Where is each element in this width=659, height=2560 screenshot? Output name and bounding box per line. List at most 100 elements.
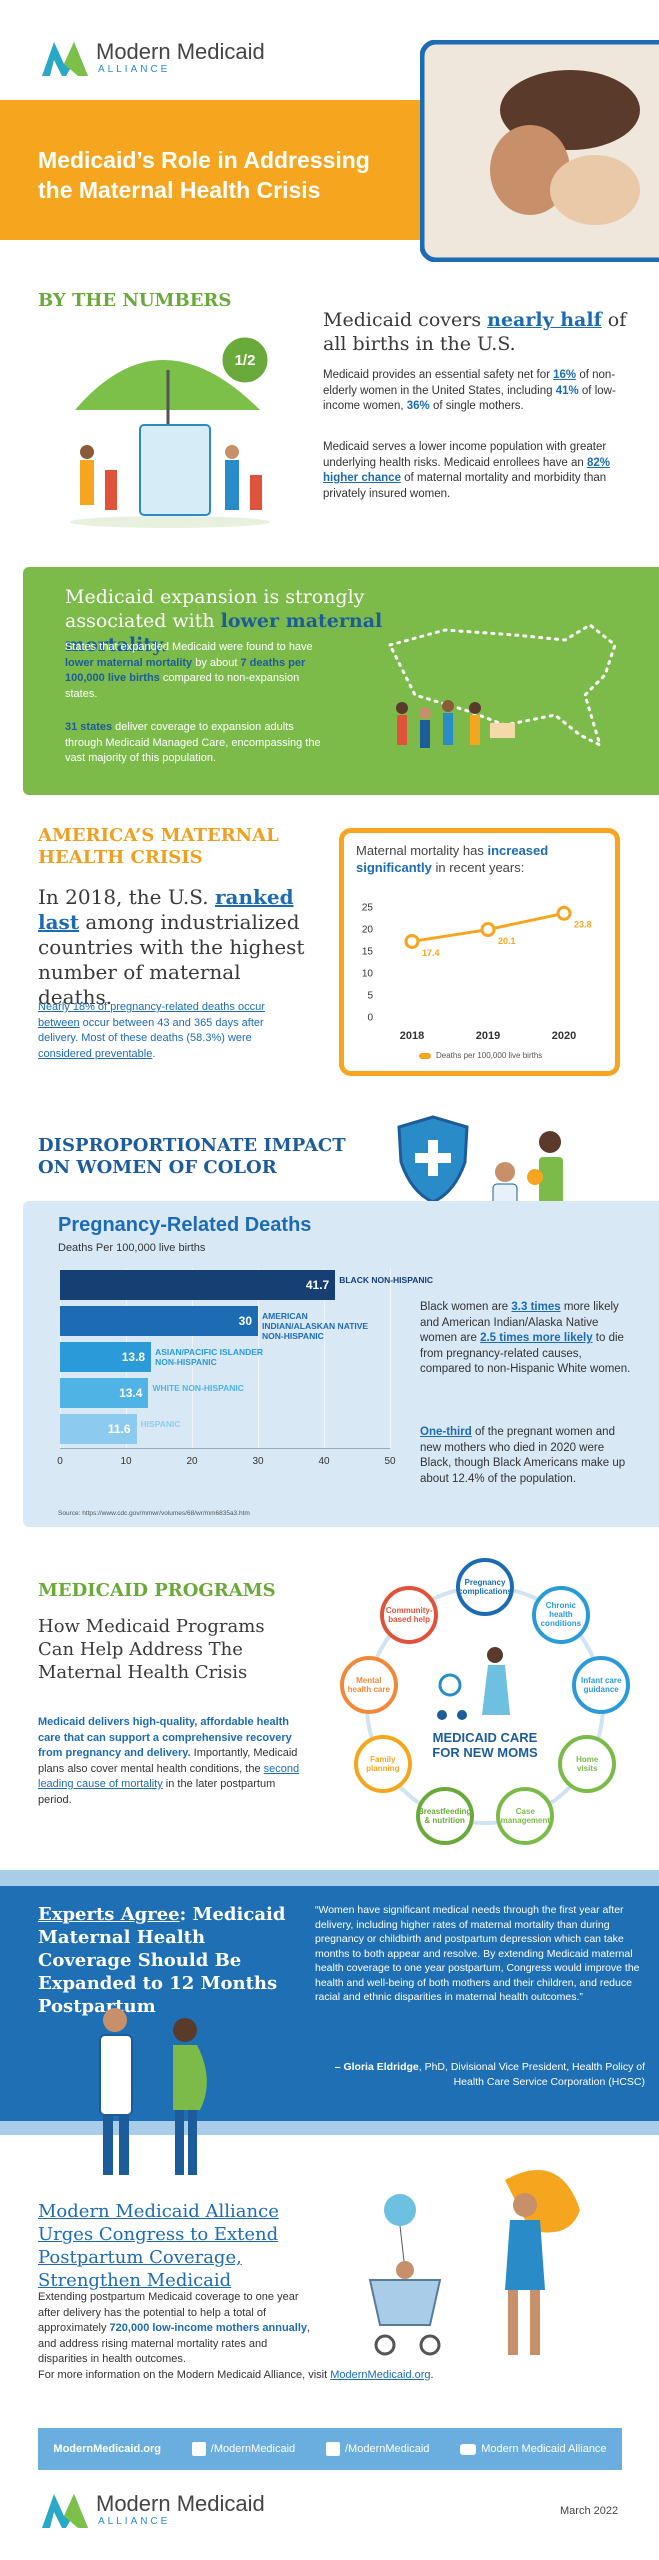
logo-sub: ALLIANCE bbox=[98, 64, 171, 75]
y-tick-label: 0 bbox=[367, 1013, 373, 1024]
heading: Experts Agree: Medicaid Maternal Health … bbox=[38, 1903, 298, 2018]
baby bbox=[550, 155, 640, 225]
photo bbox=[420, 40, 659, 262]
facebook-handle: /ModernMedicaid bbox=[210, 2442, 296, 2455]
y-tick-label: 15 bbox=[362, 947, 374, 958]
text: by about bbox=[192, 656, 241, 669]
mother bbox=[513, 2193, 537, 2217]
twitter-icon bbox=[326, 2442, 340, 2456]
us-map bbox=[387, 623, 617, 748]
text: in recent years: bbox=[431, 860, 525, 875]
badge-text: 1/2 bbox=[235, 352, 256, 369]
doctor bbox=[103, 2008, 127, 2032]
person bbox=[105, 470, 117, 510]
person bbox=[225, 460, 239, 510]
person bbox=[469, 702, 481, 714]
chart-title: Maternal mortality has increased signifi… bbox=[356, 842, 606, 876]
band-strip bbox=[0, 1870, 659, 1886]
paragraph: Medicaid serves a lower income populatio… bbox=[323, 440, 623, 502]
twitter-handle: /ModernMedicaid bbox=[345, 2442, 430, 2455]
person bbox=[80, 460, 94, 505]
baby bbox=[396, 2261, 414, 2279]
emphasis: 12 Months Postpartum bbox=[38, 1973, 278, 2017]
x-tick-label: 0 bbox=[57, 1456, 63, 1467]
doctor bbox=[119, 2115, 129, 2175]
emphasis: 7 deaths per 100,000 live births bbox=[65, 656, 306, 685]
x-tick-label: 2019 bbox=[476, 1030, 500, 1042]
emphasis: – Gloria Eldridge bbox=[334, 2061, 419, 2073]
text: Medicaid covers bbox=[323, 309, 488, 331]
category-label: ASIAN/PACIFIC ISLANDER NON-HISPANIC bbox=[155, 1347, 264, 1367]
bar bbox=[60, 1414, 137, 1444]
emphasis: lower maternal mortality bbox=[65, 656, 193, 669]
facebook-link[interactable]: /ModernMedicaid bbox=[191, 2442, 296, 2456]
text: Medicaid expansion is strongly associate… bbox=[65, 586, 365, 632]
attribution: – Gloria Eldridge, PhD, Divisional Vice … bbox=[330, 2060, 645, 2089]
logo-text: Modern Medicaid bbox=[96, 2491, 265, 2516]
doctor bbox=[495, 1162, 515, 1182]
text: Black women are bbox=[420, 1301, 512, 1313]
lead: Medicaid covers nearly half of all birth… bbox=[323, 308, 643, 356]
person bbox=[470, 715, 480, 745]
patient bbox=[175, 2110, 184, 2175]
band-strip bbox=[0, 2121, 659, 2135]
data-label: 13.8 bbox=[121, 1350, 146, 1364]
logo: Modern Medicaid ALLIANCE bbox=[96, 2491, 265, 2528]
text: of the pregnant women and new mothers wh… bbox=[420, 1426, 626, 1485]
youtube-link[interactable]: Modern Medicaid Alliance bbox=[460, 2443, 607, 2455]
text: : Medicaid Maternal Health Coverage Shou… bbox=[38, 1904, 286, 1994]
person bbox=[443, 713, 453, 745]
text: of all births in the U.S. bbox=[323, 309, 627, 355]
bar bbox=[60, 1342, 152, 1372]
face bbox=[490, 125, 570, 215]
site-link[interactable]: ModernMedicaid.org bbox=[53, 2443, 161, 2455]
text: more likely and American Indian/Alaska N… bbox=[420, 1301, 619, 1344]
emphasis: 41% bbox=[555, 384, 579, 397]
bar-chart: 0 10 20 30 40 50 41.7 BLACK NON-HISPANIC 30 AMERI… bbox=[57, 1268, 433, 1468]
paragraph: Medicaid provides an essential safety ne… bbox=[323, 368, 623, 415]
point bbox=[480, 922, 496, 938]
text: of low-income women, bbox=[323, 384, 616, 413]
emphasis: considered preventable bbox=[38, 1047, 153, 1060]
heading: BY THE NUMBERS bbox=[38, 290, 232, 311]
youtube-icon bbox=[460, 2443, 477, 2455]
heading: DISPROPORTIONATE IMPACT ON WOMEN OF COLO… bbox=[38, 1135, 346, 1178]
emphasis: 720,000 low-income mothers annually bbox=[109, 2322, 308, 2334]
paragraph: States that expanded Medicaid were found… bbox=[65, 640, 330, 702]
legend-swatch bbox=[419, 1053, 431, 1059]
lead: In 2018, the U.S. ranked last among indu… bbox=[38, 885, 308, 1010]
bar bbox=[60, 1378, 149, 1408]
care-node: Community-based help bbox=[380, 1585, 439, 1644]
paragraph: Black women are 3.3 times more likely an… bbox=[420, 1300, 635, 1378]
emphasis: ranked last bbox=[38, 885, 294, 934]
heading: Modern Medicaid Alliance Urges Congress … bbox=[38, 2201, 279, 2291]
paragraph: Medicaid delivers high-quality, affordab… bbox=[38, 1715, 303, 1808]
mother bbox=[487, 1647, 503, 1663]
stroller bbox=[438, 1673, 462, 1697]
data-label: 30 bbox=[238, 1314, 252, 1328]
emphasis: 82% higher chance bbox=[323, 456, 611, 485]
category-label: AMERICAN INDIAN/ALASKAN NATIVE NON-HISPA… bbox=[262, 1311, 369, 1341]
text: to die from pregnancy-related causes, co… bbox=[420, 1332, 631, 1375]
ground bbox=[70, 516, 270, 528]
map-illustration bbox=[387, 623, 617, 748]
heading: MEDICAID PROGRAMS bbox=[38, 1580, 276, 1601]
logo-shape bbox=[64, 2494, 88, 2528]
badge bbox=[219, 334, 271, 386]
data-label: 41.7 bbox=[305, 1278, 330, 1292]
mother bbox=[505, 2220, 545, 2290]
quote: “Women have significant medical needs th… bbox=[315, 1904, 640, 2003]
link[interactable]: ModernMedicaid.org bbox=[330, 2369, 431, 2381]
person bbox=[250, 475, 262, 510]
emphasis: second leading cause of mortality bbox=[38, 1762, 300, 1791]
grid-line bbox=[390, 1268, 391, 1448]
logo-text: Modern Medicaid bbox=[96, 39, 265, 64]
wheel bbox=[419, 2334, 441, 2356]
twitter-link[interactable]: /ModernMedicaid bbox=[326, 2442, 429, 2456]
text: in the later postpartum period. bbox=[38, 1778, 276, 1806]
point bbox=[404, 933, 420, 949]
footer-bar: ModernMedicaid.org /ModernMedicaid /Mode… bbox=[38, 2428, 622, 2470]
title: Medicaid’s Role in Addressing the Matern… bbox=[38, 147, 370, 203]
lead: How Medicaid Programs Can Help Address T… bbox=[38, 1616, 265, 1683]
